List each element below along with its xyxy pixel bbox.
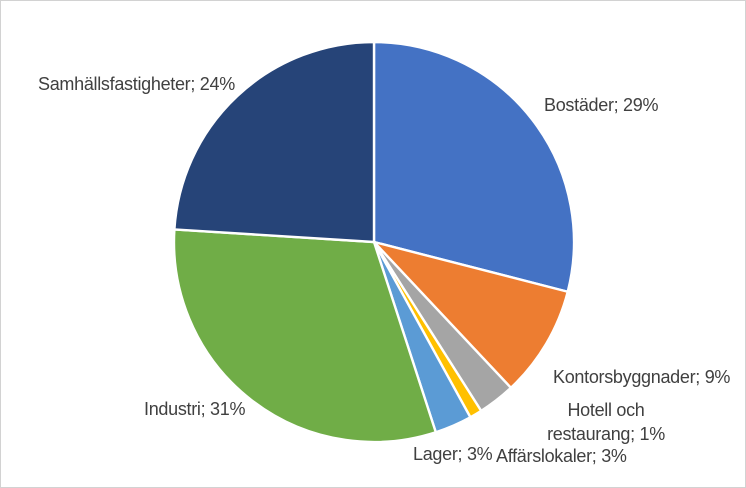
label-lager: Lager; 3% [413, 444, 493, 464]
pie-slice-samhallsfastigheter [173, 40, 376, 244]
label-industri: Industri; 31% [144, 399, 246, 419]
label-hotell-och-restaurang: Hotell och restaurang; 1% [547, 400, 665, 444]
pie-slice-bostader [372, 40, 576, 293]
pie-slice-industri [172, 228, 437, 444]
label-samhallsfastigheter: Samhällsfastigheter; 24% [38, 74, 235, 94]
pie-slice-kontorsbyggnader [372, 240, 569, 389]
label-kontorsbyggnader: Kontorsbyggnader; 9% [553, 367, 731, 387]
label-bostader: Bostäder; 29% [544, 95, 659, 115]
label-affarslokaler: Affärslokaler; 3% [496, 446, 627, 466]
